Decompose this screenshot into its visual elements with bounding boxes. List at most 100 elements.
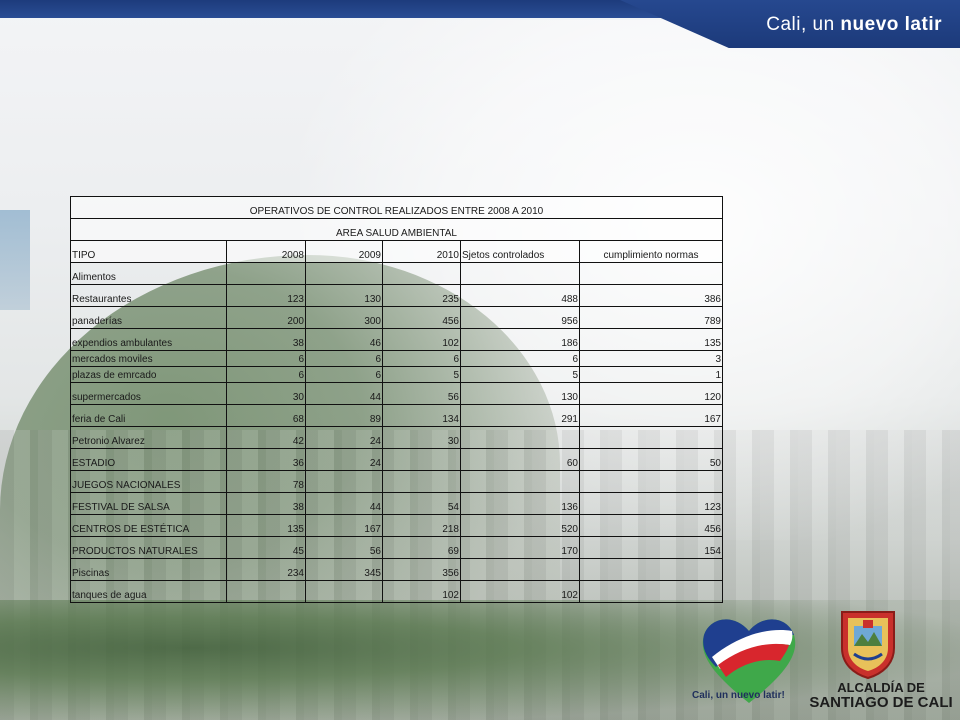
- table-row: mercados moviles 6 6 6 6 3: [70, 350, 723, 367]
- table-row: plazas de emrcado 6 6 5 5 1: [70, 366, 723, 383]
- cell-2010: 356: [382, 558, 461, 581]
- cell-2010: 54: [382, 492, 461, 515]
- cell-tipo: JUEGOS NACIONALES: [70, 470, 227, 493]
- cell-2009: 56: [305, 536, 383, 559]
- cell-2008: 200: [226, 306, 306, 329]
- cell-2009: [305, 580, 383, 603]
- header-slogan-part2: nuevo latir: [840, 14, 942, 35]
- table-row: ESTADIO 36 24 60 50: [70, 448, 723, 471]
- cell-2008: [226, 262, 306, 285]
- cell-sujetos: 186: [460, 328, 580, 351]
- table-row: tanques de agua 102 102: [70, 580, 723, 603]
- cell-2008: 38: [226, 328, 306, 351]
- cell-sujetos: 130: [460, 382, 580, 405]
- cell-cumplimiento: 1: [579, 366, 723, 383]
- cell-tipo: expendios ambulantes: [70, 328, 227, 351]
- cell-cumplimiento: 167: [579, 404, 723, 427]
- table-row: supermercados 30 44 56 130 120: [70, 382, 723, 405]
- cell-2009: 130: [305, 284, 383, 307]
- cell-cumplimiento: 135: [579, 328, 723, 351]
- table-row: feria de Cali 68 89 134 291 167: [70, 404, 723, 427]
- cell-2010: 6: [382, 350, 461, 367]
- cell-2008: 123: [226, 284, 306, 307]
- table-row: Piscinas 234 345 356: [70, 558, 723, 581]
- cell-2008: 36: [226, 448, 306, 471]
- header-cumplimiento: cumplimiento normas: [579, 240, 723, 263]
- cell-2008: 234: [226, 558, 306, 581]
- cell-sujetos: [460, 558, 580, 581]
- heart-logo-caption: Cali, un nuevo latir!: [692, 690, 812, 701]
- header-tipo: TIPO: [70, 240, 227, 263]
- cell-2010: [382, 448, 461, 471]
- cell-tipo: Piscinas: [70, 558, 227, 581]
- cell-tipo: supermercados: [70, 382, 227, 405]
- cell-2008: 38: [226, 492, 306, 515]
- cell-2010: 102: [382, 328, 461, 351]
- cell-sujetos: [460, 470, 580, 493]
- cell-2008: 6: [226, 350, 306, 367]
- table-row: FESTIVAL DE SALSA 38 44 54 136 123: [70, 492, 723, 515]
- cell-sujetos: 6: [460, 350, 580, 367]
- header-slogan: Cali, un nuevo latir: [766, 14, 942, 36]
- cell-tipo: Petronio Alvarez: [70, 426, 227, 449]
- heart-caption-part1: Cali, un nuevo: [692, 690, 764, 701]
- cell-tipo: panaderías: [70, 306, 227, 329]
- cell-cumplimiento: 123: [579, 492, 723, 515]
- table-row: expendios ambulantes 38 46 102 186 135: [70, 328, 723, 351]
- cell-cumplimiento: [579, 580, 723, 603]
- cell-2008: 78: [226, 470, 306, 493]
- cell-2010: 69: [382, 536, 461, 559]
- cell-cumplimiento: [579, 470, 723, 493]
- cell-sujetos: 520: [460, 514, 580, 537]
- cell-2009: [305, 262, 383, 285]
- table-subtitle: AREA SALUD AMBIENTAL: [70, 218, 723, 241]
- cell-sujetos: 102: [460, 580, 580, 603]
- cell-2009: 44: [305, 382, 383, 405]
- cell-2010: 102: [382, 580, 461, 603]
- table-row: CENTROS DE ESTÉTICA 135 167 218 520 456: [70, 514, 723, 537]
- cell-2010: 456: [382, 306, 461, 329]
- table-subtitle-row: AREA SALUD AMBIENTAL: [70, 218, 723, 241]
- cell-tipo: Restaurantes: [70, 284, 227, 307]
- cell-cumplimiento: [579, 558, 723, 581]
- cell-cumplimiento: 120: [579, 382, 723, 405]
- cell-2009: 46: [305, 328, 383, 351]
- cell-sujetos: 488: [460, 284, 580, 307]
- cell-cumplimiento: [579, 262, 723, 285]
- cell-sujetos: 291: [460, 404, 580, 427]
- cell-2010: [382, 262, 461, 285]
- cell-tipo: FESTIVAL DE SALSA: [70, 492, 227, 515]
- header-2010: 2010: [382, 240, 461, 263]
- cell-2008: 6: [226, 366, 306, 383]
- cell-2010: 134: [382, 404, 461, 427]
- cell-tipo: feria de Cali: [70, 404, 227, 427]
- cell-sujetos: 136: [460, 492, 580, 515]
- cell-2008: [226, 580, 306, 603]
- alcaldia-line1: ALCALDÍA DE: [837, 680, 925, 695]
- header-2009: 2009: [305, 240, 383, 263]
- cell-2008: 42: [226, 426, 306, 449]
- table-row: JUEGOS NACIONALES 78: [70, 470, 723, 493]
- table-title-row: OPERATIVOS DE CONTROL REALIZADOS ENTRE 2…: [70, 196, 723, 219]
- cell-tipo: Alimentos: [70, 262, 227, 285]
- cell-tipo: ESTADIO: [70, 448, 227, 471]
- cell-2009: 6: [305, 350, 383, 367]
- cell-2009: 300: [305, 306, 383, 329]
- heart-logo-icon: [702, 619, 796, 703]
- cell-2009: 44: [305, 492, 383, 515]
- cell-2008: 30: [226, 382, 306, 405]
- table-row: panaderías 200 300 456 956 789: [70, 306, 723, 329]
- cell-2008: 45: [226, 536, 306, 559]
- header-2008: 2008: [226, 240, 306, 263]
- heart-caption-part2: latir!: [763, 690, 785, 701]
- cell-cumplimiento: 789: [579, 306, 723, 329]
- cell-tipo: mercados moviles: [70, 350, 227, 367]
- cell-sujetos: 956: [460, 306, 580, 329]
- cell-sujetos: 170: [460, 536, 580, 559]
- cell-2009: 24: [305, 426, 383, 449]
- cell-2008: 135: [226, 514, 306, 537]
- cell-2009: 89: [305, 404, 383, 427]
- operativos-table-container: OPERATIVOS DE CONTROL REALIZADOS ENTRE 2…: [70, 196, 723, 603]
- cell-2009: 6: [305, 366, 383, 383]
- cell-cumplimiento: 386: [579, 284, 723, 307]
